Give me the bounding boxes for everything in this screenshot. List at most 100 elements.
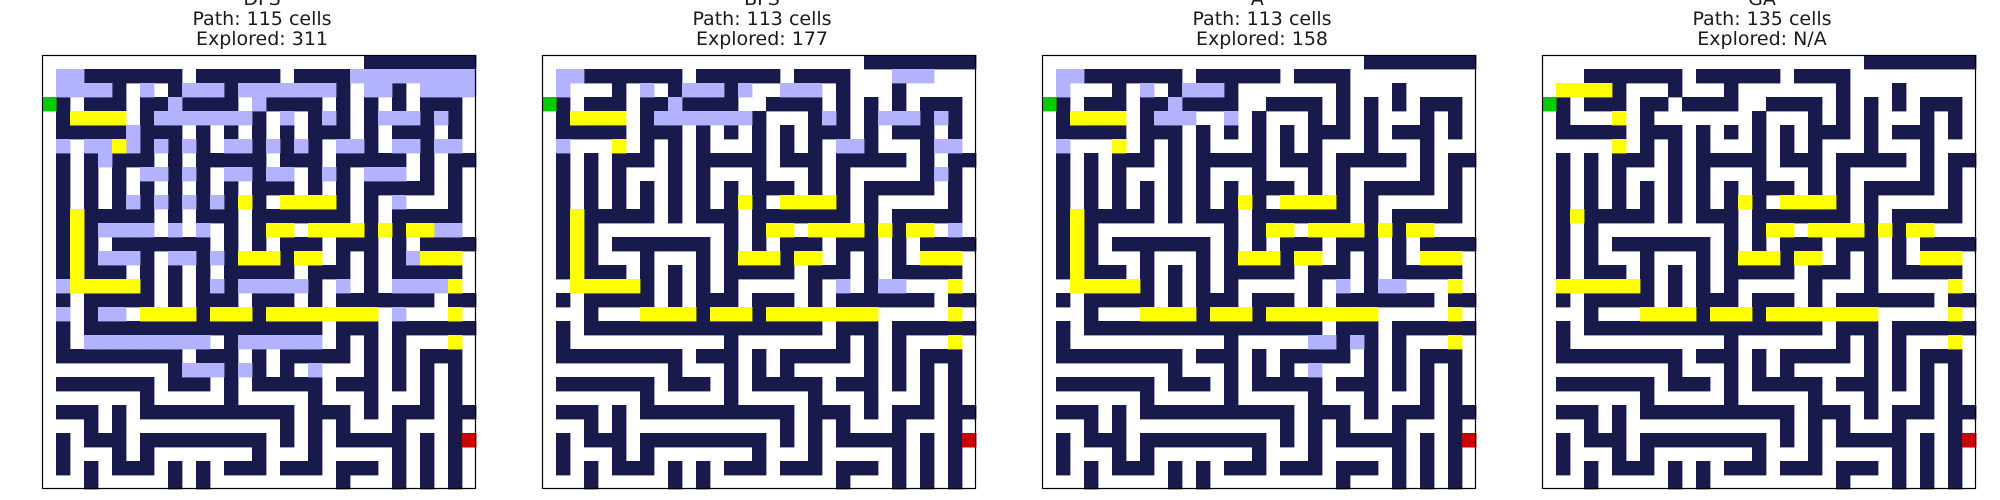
maze-wall-cell <box>766 293 781 308</box>
maze-wall-cell <box>654 125 669 140</box>
maze-wall-cell <box>420 153 435 168</box>
maze-wall-cell <box>56 251 71 266</box>
maze-wall-cell <box>822 349 837 364</box>
maze-wall-cell <box>1668 433 1683 448</box>
maze-wall-cell <box>892 321 907 336</box>
explored-cell <box>322 83 337 98</box>
maze-wall-cell <box>1836 419 1851 434</box>
maze-wall-cell <box>1906 405 1921 420</box>
explored-cell <box>682 83 697 98</box>
maze-wall-cell <box>962 293 977 308</box>
explored-cell <box>1210 83 1225 98</box>
explored-cell <box>196 223 211 238</box>
explored-cell <box>266 83 281 98</box>
maze-wall-cell <box>210 153 225 168</box>
maze-wall-cell <box>584 349 599 364</box>
explored-cell <box>126 335 141 350</box>
maze-wall-cell <box>1084 433 1099 448</box>
end-cell <box>1962 433 1977 448</box>
path-cell <box>794 251 809 266</box>
maze-wall-cell <box>1738 153 1753 168</box>
maze-wall-cell <box>1836 405 1851 420</box>
maze-wall-cell <box>294 153 309 168</box>
maze-wall-cell <box>1210 293 1225 308</box>
maze-wall-cell <box>584 475 599 490</box>
path-cell <box>1294 307 1309 322</box>
maze-wall-cell <box>668 209 683 224</box>
path-cell <box>1098 279 1113 294</box>
maze-wall-cell <box>238 153 253 168</box>
maze-wall-cell <box>1906 321 1921 336</box>
maze-wall-cell <box>1112 447 1127 462</box>
maze-wall-cell <box>1696 69 1711 84</box>
path-cell <box>724 307 739 322</box>
maze-wall-cell <box>1420 111 1435 126</box>
maze-wall-cell <box>1668 139 1683 154</box>
maze-wall-cell <box>1168 139 1183 154</box>
maze-wall-cell <box>598 433 613 448</box>
maze-wall-cell <box>1126 153 1141 168</box>
maze-wall-cell <box>1084 223 1099 238</box>
maze-wall-cell <box>1920 265 1935 280</box>
maze-wall-cell <box>392 223 407 238</box>
maze-wall-cell <box>738 321 753 336</box>
maze-wall-cell <box>98 377 113 392</box>
path-cell <box>1570 83 1585 98</box>
maze-wall-cell <box>1280 125 1295 140</box>
maze-wall-cell <box>1336 97 1351 112</box>
maze-wall-cell <box>1864 377 1879 392</box>
maze-wall-cell <box>1280 153 1295 168</box>
explored-cell <box>448 69 463 84</box>
maze-wall-cell <box>294 97 309 112</box>
maze-wall-cell <box>640 293 655 308</box>
maze-wall-cell <box>1948 433 1963 448</box>
maze-wall-cell <box>1364 321 1379 336</box>
maze-wall-cell <box>1640 97 1655 112</box>
maze-wall-cell <box>196 237 211 252</box>
maze-wall-cell <box>238 265 253 280</box>
path-cell <box>1794 251 1809 266</box>
maze-wall-cell <box>1280 209 1295 224</box>
explored-cell <box>126 223 141 238</box>
maze-wall-cell <box>392 405 407 420</box>
explored-cell <box>182 139 197 154</box>
maze-wall-cell <box>584 433 599 448</box>
maze-wall-cell <box>864 321 879 336</box>
explored-cell <box>98 83 113 98</box>
maze-wall-cell <box>112 153 127 168</box>
maze-wall-cell <box>448 475 463 490</box>
maze-wall-cell <box>1864 265 1879 280</box>
maze-wall-cell <box>238 69 253 84</box>
path-cell <box>1448 307 1463 322</box>
maze-wall-cell <box>640 153 655 168</box>
maze-wall-cell <box>140 209 155 224</box>
maze-wall-cell <box>364 153 379 168</box>
maze-wall-cell <box>1864 181 1879 196</box>
maze-wall-cell <box>920 111 935 126</box>
maze-wall-cell <box>696 69 711 84</box>
maze-wall-cell <box>1056 461 1071 476</box>
maze-wall-cell <box>392 55 407 70</box>
maze-wall-cell <box>962 405 977 420</box>
maze-wall-cell <box>1640 237 1655 252</box>
explored-cell <box>238 363 253 378</box>
maze-wall-cell <box>1584 153 1599 168</box>
maze-wall-cell <box>1420 139 1435 154</box>
explored-cell <box>406 139 421 154</box>
maze-wall-cell <box>724 363 739 378</box>
maze-wall-cell <box>1948 125 1963 140</box>
maze-wall-cell <box>584 293 599 308</box>
maze-wall-cell <box>640 321 655 336</box>
maze-wall-cell <box>1864 391 1879 406</box>
maze-wall-cell <box>584 237 599 252</box>
maze-wall-cell <box>556 433 571 448</box>
maze-wall-cell <box>420 111 435 126</box>
maze-wall-cell <box>1462 237 1477 252</box>
maze-wall-cell <box>84 125 99 140</box>
maze-wall-cell <box>1640 321 1655 336</box>
maze-wall-cell <box>56 293 71 308</box>
maze-wall-cell <box>1308 265 1323 280</box>
path-cell <box>1808 251 1823 266</box>
explored-cell <box>210 83 225 98</box>
explored-cell <box>462 69 477 84</box>
